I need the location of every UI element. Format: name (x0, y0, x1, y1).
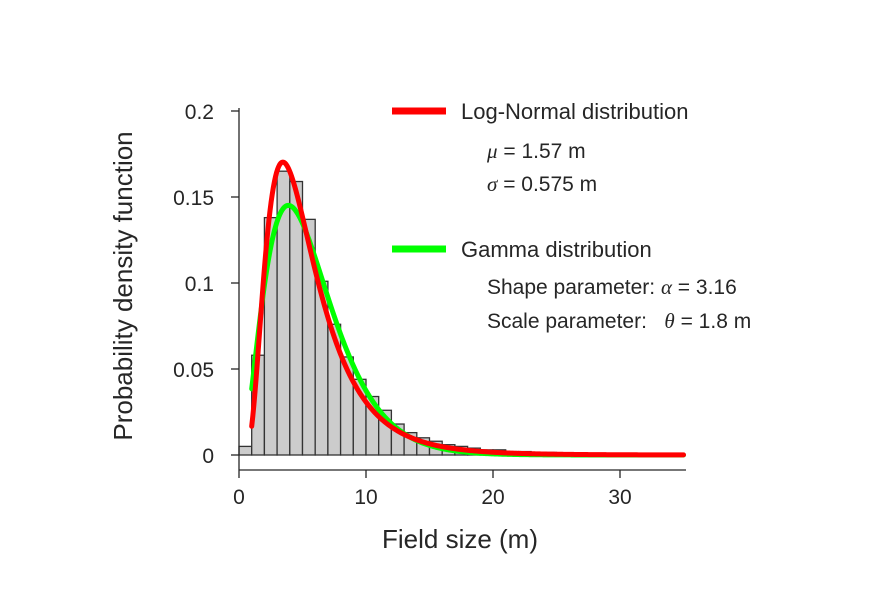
y-ticks: 0 0.05 0.1 0.15 0.2 (173, 101, 239, 468)
x-tick-label: 30 (608, 486, 631, 509)
x-tick-label: 10 (354, 486, 377, 509)
scale-value: = 1.8 m (675, 310, 751, 333)
x-tick-label: 20 (481, 486, 504, 509)
legend-lognormal-mu: μ = 1.57 m (486, 139, 586, 163)
alpha-symbol: α (661, 275, 673, 299)
y-tick-label: 0.05 (173, 359, 214, 382)
theta-symbol: θ (664, 309, 674, 333)
legend-gamma-title: Gamma distribution (461, 237, 652, 262)
shape-label: Shape parameter: (487, 276, 661, 299)
legend: Log-Normal distribution μ = 1.57 m σ = 0… (392, 99, 751, 333)
y-tick-label: 0.2 (185, 101, 214, 124)
x-tick-label: 0 (233, 486, 245, 509)
x-axis-title: Field size (m) (382, 524, 538, 554)
x-ticks: 0 10 20 30 (233, 470, 632, 509)
sigma-value: = 0.575 m (497, 173, 597, 196)
histogram-bar (238, 445, 253, 456)
legend-lognormal-title: Log-Normal distribution (461, 99, 688, 124)
y-tick-label: 0 (202, 445, 214, 468)
y-tick-label: 0.15 (173, 187, 214, 210)
y-axis-title: Probability density function (108, 131, 138, 440)
mu-value: = 1.57 m (498, 140, 586, 163)
shape-value: = 3.16 (672, 276, 737, 299)
legend-gamma-scale: Scale parameter: θ = 1.8 m (487, 309, 751, 333)
scale-label: Scale parameter: (487, 310, 664, 333)
mu-symbol: μ (486, 139, 498, 163)
axes (238, 108, 686, 471)
distribution-curves (249, 159, 686, 458)
lognormal-curve (249, 159, 686, 458)
sigma-symbol: σ (487, 172, 499, 196)
legend-lognormal-sigma: σ = 0.575 m (487, 172, 597, 196)
y-tick-label: 0.1 (185, 273, 214, 296)
legend-gamma-shape: Shape parameter: α = 3.16 (487, 275, 737, 299)
